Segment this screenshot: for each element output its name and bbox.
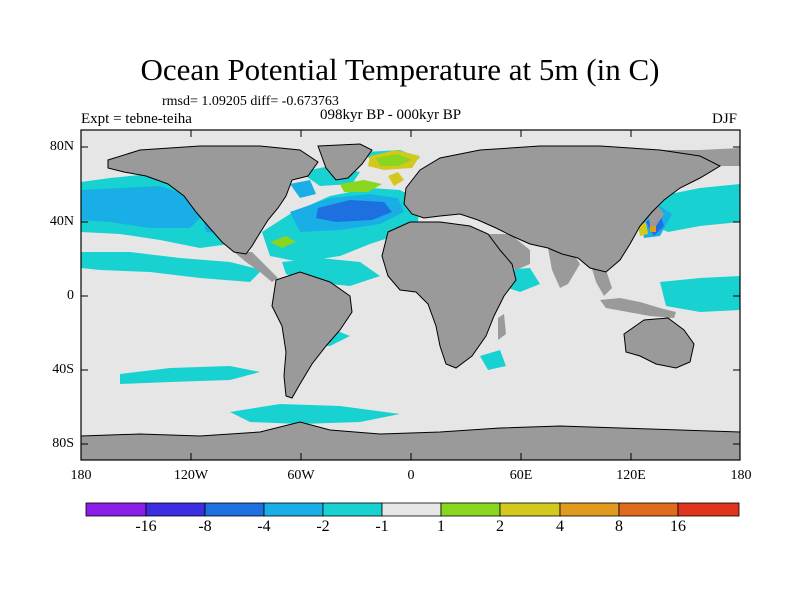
southeast-pacific-cool-band: [120, 366, 260, 384]
africa-land: [382, 222, 516, 368]
coastlines: [81, 143, 740, 437]
colorbar-swatch: [263, 502, 324, 517]
colorbar-swatch: [618, 502, 679, 517]
chart-title: Ocean Potential Temperature at 5m (in C): [140, 52, 660, 87]
colorbar-label: -4: [257, 518, 271, 535]
arabia-land: [488, 234, 530, 270]
eurasia-land: [404, 146, 720, 272]
antarctica-land: [81, 422, 740, 460]
colorbar-label: 8: [615, 518, 623, 535]
lon-tick-label: 120E: [616, 468, 646, 483]
central-america-land: [234, 252, 278, 282]
colorbar-swatch: [559, 502, 620, 517]
colorbar-label: -16: [135, 518, 157, 535]
colorbar: [85, 502, 740, 517]
tick-marks: [81, 130, 740, 460]
colorbar-swatch: [381, 502, 442, 517]
experiment-label: Expt = tebne-teiha: [81, 111, 192, 127]
western-pacific-cool-band: [660, 276, 740, 312]
north-america-land: [108, 146, 318, 254]
lon-tick-label: 60E: [509, 468, 533, 483]
land-masses: [81, 144, 740, 460]
australia-land: [624, 318, 694, 368]
colorbar-swatch: [499, 502, 561, 517]
lat-tick-label: 0: [67, 288, 74, 303]
colorbar-label: -1: [375, 518, 389, 535]
greenland-coast: [317, 143, 373, 181]
lat-tick-label: 80N: [49, 139, 74, 154]
north-pacific-cool-core: [81, 186, 206, 228]
lon-tick-label: 120W: [173, 468, 209, 483]
southern-ocean-cool-band: [230, 404, 400, 424]
north-america-coast: [107, 145, 319, 255]
south-america-coast: [271, 271, 353, 399]
japan-land: [648, 206, 664, 226]
lat-tick-label: 40N: [49, 214, 74, 229]
colorbar-swatch: [85, 502, 147, 517]
colorbar-label: 4: [556, 518, 564, 535]
season-label: DJF: [712, 111, 738, 127]
northwest-pacific-cool-band: [650, 184, 740, 232]
india-land: [548, 248, 580, 288]
colorbar-swatch: [204, 502, 265, 517]
australia-coast: [623, 317, 695, 369]
lat-tick-label: 40S: [52, 362, 74, 377]
map-plot-area: [81, 130, 740, 460]
madagascar-land: [498, 314, 506, 340]
northeast-atlantic-warm-patch: [388, 172, 404, 186]
colorbar-swatch: [677, 502, 740, 517]
lat-tick-label: 80S: [52, 436, 74, 451]
indian-ocean-cool-patch: [480, 350, 506, 370]
colorbar-label: -2: [316, 518, 330, 535]
colorbar-label: 2: [496, 518, 504, 535]
colorbar-label: 16: [670, 518, 686, 535]
gulf-stream-warm-patch: [270, 236, 296, 248]
arctic-warm-patch-inner: [376, 154, 412, 166]
stats-text: rmsd= 1.09205 diff= -0.673763: [162, 94, 339, 109]
eurasia-coast: [403, 145, 722, 273]
nordic-warm-patch: [340, 180, 382, 192]
colorbar-label: 1: [437, 518, 445, 535]
lon-tick-label: 0: [407, 468, 415, 483]
colorbar-label: -8: [198, 518, 212, 535]
colorbar-swatch: [145, 502, 206, 517]
south-america-land: [272, 272, 352, 398]
southeast-asia-land: [590, 262, 612, 296]
indonesia-land: [600, 298, 676, 318]
lon-tick-label: 180: [70, 468, 92, 483]
colorbar-swatch: [322, 502, 383, 517]
east-pacific-cool-band: [81, 252, 262, 282]
greenland-land: [318, 144, 372, 180]
north-atlantic-strong-cooling: [316, 200, 392, 222]
labrador-sea-cool-patch: [290, 180, 316, 198]
africa-coast: [381, 221, 517, 369]
lon-tick-label: 60W: [287, 468, 315, 483]
lon-tick-label: 180: [730, 468, 752, 483]
antarctica-coast: [81, 421, 740, 437]
colorbar-swatch: [440, 502, 501, 517]
period-label: 098kyr BP - 000kyr BP: [320, 107, 462, 123]
